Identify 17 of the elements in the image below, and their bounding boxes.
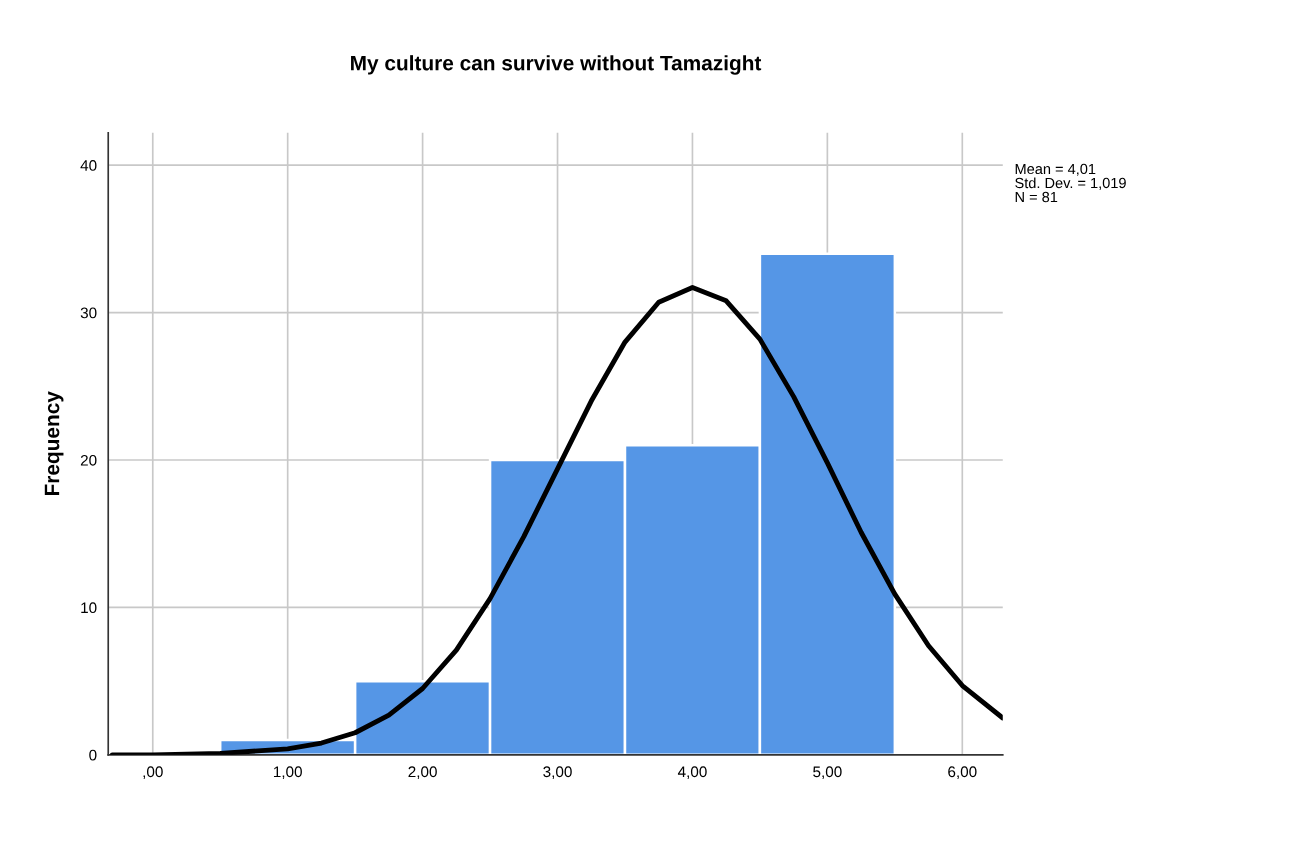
chart-title: My culture can survive without Tamazight <box>351 55 762 75</box>
y-tick-label: 40 <box>80 160 97 171</box>
y-tick-label: 30 <box>80 307 97 319</box>
text: Mean = 4,01 <box>1015 163 1096 176</box>
text: Std. Dev. = 1,019 <box>1015 177 1126 190</box>
y-tick-label: 20 <box>80 454 97 466</box>
text: N = 81 <box>1015 191 1058 203</box>
y-tick-label: 10 <box>81 602 97 614</box>
y-tick-label: 0 <box>89 749 97 761</box>
x-tick-label: 5,00 <box>813 766 842 779</box>
x-tick-label: 4,00 <box>677 766 707 779</box>
x-tick-label: 6,00 <box>948 766 977 779</box>
x-tick-label: 1,00 <box>273 766 302 779</box>
x-tick-label: 3,00 <box>543 766 572 779</box>
x-tick-label: ,00 <box>143 766 163 779</box>
x-tick-label: 2,00 <box>408 766 437 779</box>
y-axis-title: Frequency <box>44 391 64 496</box>
